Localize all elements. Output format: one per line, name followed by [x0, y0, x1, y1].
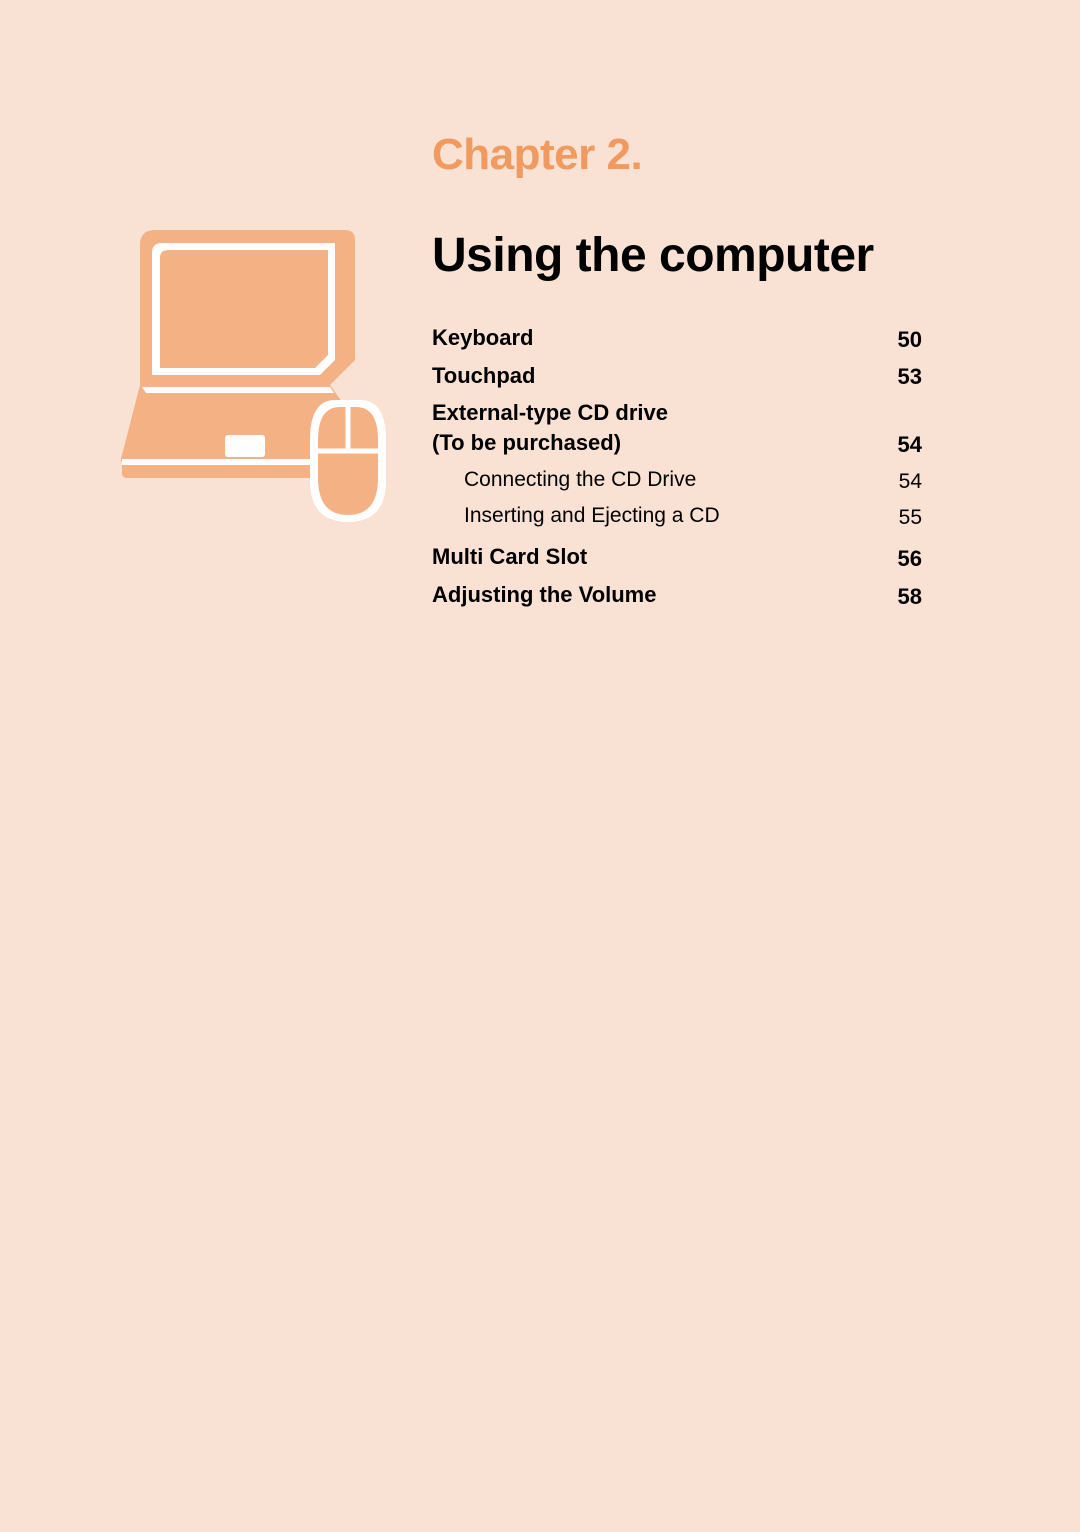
toc-page: 58 — [882, 584, 922, 610]
toc-entry-connecting-cd: Connecting the CD Drive 54 — [432, 466, 922, 494]
toc-entry-multi-card: Multi Card Slot 56 — [432, 542, 922, 572]
laptop-mouse-icon — [110, 215, 410, 525]
toc-label: External-type CD drive (To be purchased) — [432, 398, 882, 457]
toc-page: 50 — [882, 327, 922, 353]
chapter-content: Chapter 2. Using the computer Keyboard 5… — [432, 130, 922, 618]
toc-page: 54 — [882, 432, 922, 458]
toc-entry-cd-drive: External-type CD drive (To be purchased)… — [432, 398, 922, 457]
toc-label: Multi Card Slot — [432, 542, 882, 572]
toc-entry-keyboard: Keyboard 50 — [432, 323, 922, 353]
toc-label: Keyboard — [432, 323, 882, 353]
toc-label: Adjusting the Volume — [432, 580, 882, 610]
toc-label: Touchpad — [432, 361, 882, 391]
laptop-mouse-illustration — [110, 215, 410, 525]
chapter-title: Using the computer — [432, 228, 922, 283]
table-of-contents: Keyboard 50 Touchpad 53 External-type CD… — [432, 323, 922, 610]
toc-entry-volume: Adjusting the Volume 58 — [432, 580, 922, 610]
toc-entry-inserting-cd: Inserting and Ejecting a CD 55 — [432, 502, 922, 530]
toc-label: Connecting the CD Drive — [464, 466, 882, 494]
toc-page: 55 — [882, 506, 922, 530]
toc-page: 54 — [882, 470, 922, 494]
toc-page: 56 — [882, 546, 922, 572]
chapter-label: Chapter 2. — [432, 130, 922, 180]
toc-label: Inserting and Ejecting a CD — [464, 502, 882, 530]
toc-label-text: External-type CD drive (To be purchased) — [432, 400, 668, 455]
toc-entry-touchpad: Touchpad 53 — [432, 361, 922, 391]
toc-page: 53 — [882, 364, 922, 390]
